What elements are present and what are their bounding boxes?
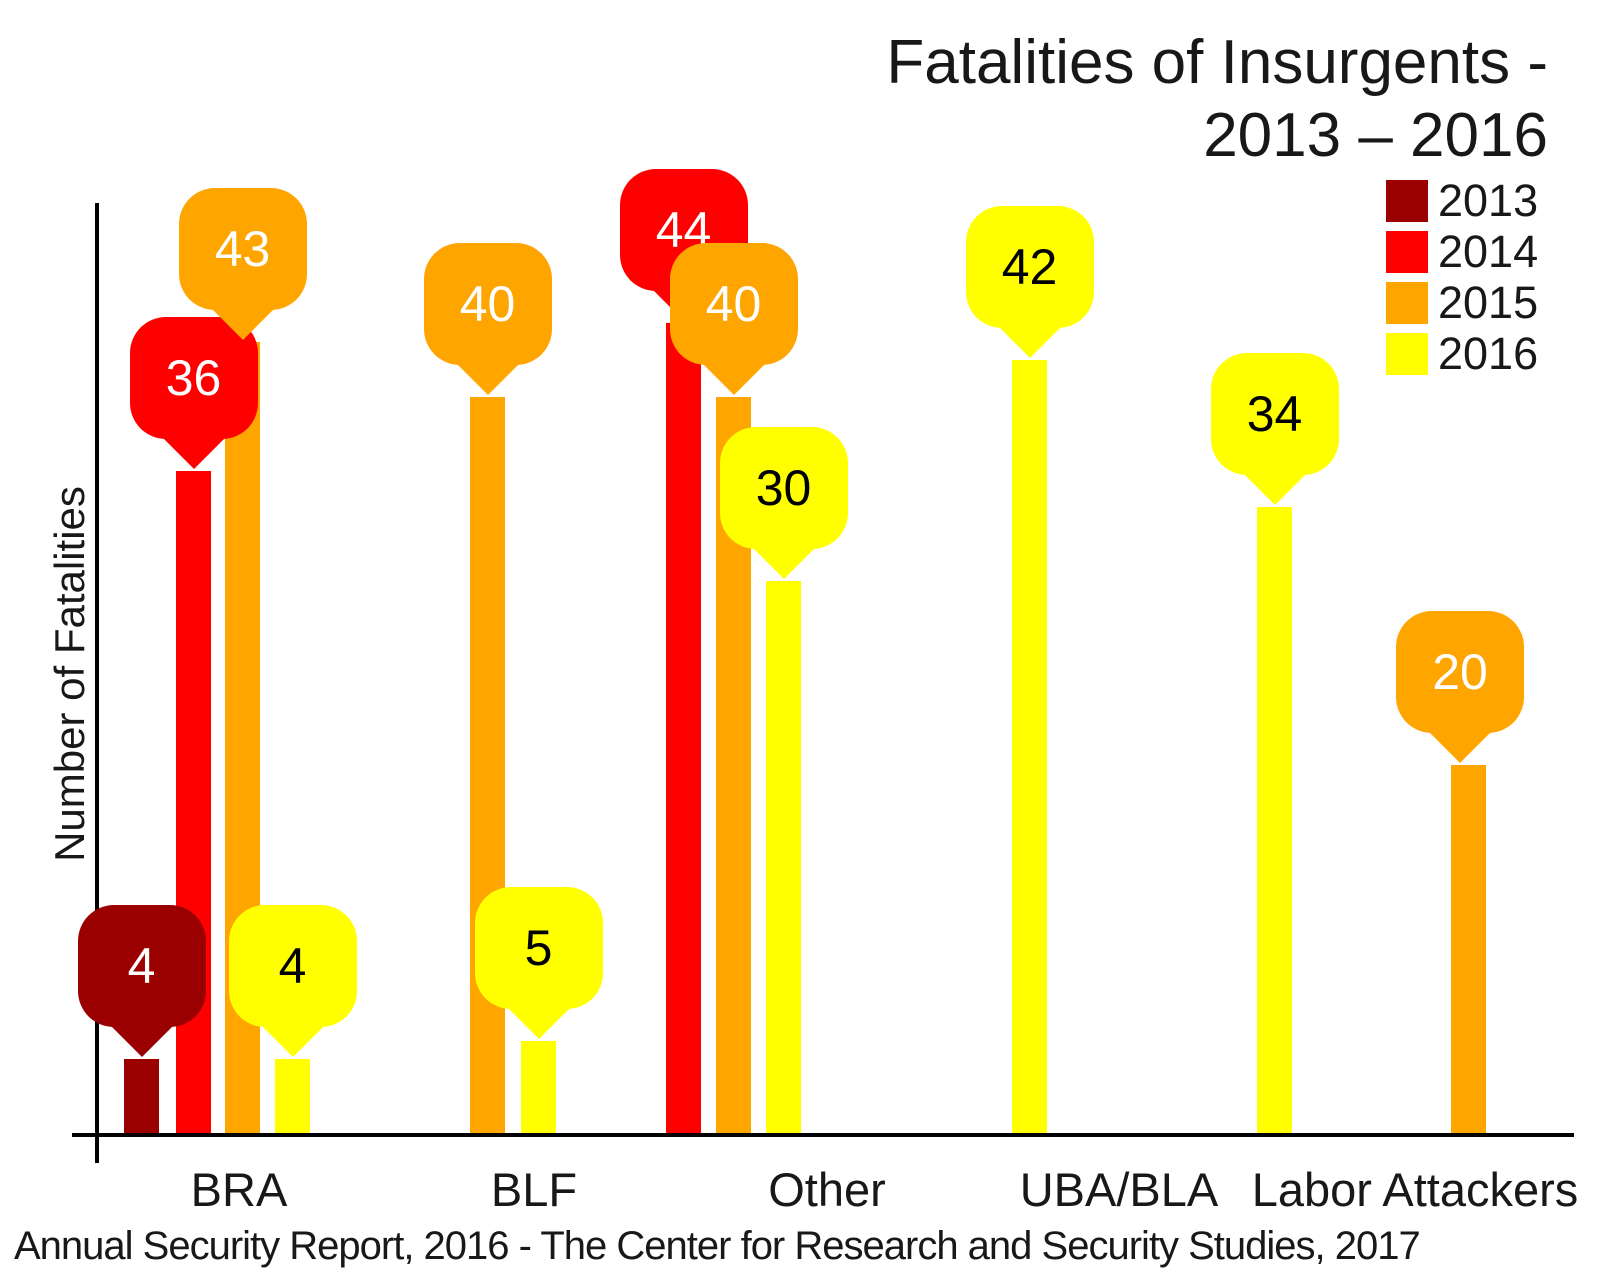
source-caption: Annual Security Report, 2016 - The Cente… (14, 1224, 1421, 1268)
bar-labor-attackers-2016 (1257, 507, 1292, 1133)
data-label-value: 42 (1001, 239, 1058, 295)
callout-tail (1428, 731, 1492, 763)
data-label-value: 36 (165, 350, 222, 406)
x-axis-line (72, 1133, 1574, 1137)
callout-tail (701, 363, 766, 395)
bar-bra-2013 (124, 1059, 159, 1133)
data-label-value: 40 (705, 276, 762, 332)
bar-blf-2015 (470, 397, 505, 1133)
data-label-callout-bra-2015: 43 (178, 188, 307, 340)
legend-swatch-2016 (1386, 333, 1428, 375)
legend-item-2015: 2015 (1386, 277, 1539, 328)
legend: 2013 2014 2015 2016 (1386, 175, 1539, 384)
callout-tail (260, 1025, 325, 1057)
legend-label: 2015 (1438, 277, 1539, 328)
data-label-callout-uba-bla-2016: 42 (965, 206, 1094, 358)
data-label-value: 5 (524, 920, 553, 976)
legend-swatch-2015 (1386, 282, 1428, 324)
x-tick-label-uba-bla: UBA/BLA (1019, 1163, 1219, 1216)
callout-tail (506, 1007, 571, 1039)
data-label-callout-labor-attackers-2016: 34 (1210, 353, 1339, 505)
chart-title: Fatalities of Insurgents - 2013 – 2016 (886, 26, 1548, 172)
data-label-callout-other-2016: 30 (719, 427, 848, 579)
data-label-callout-blf-2016: 5 (474, 887, 603, 1039)
callout-tail (997, 326, 1062, 358)
legend-item-2013: 2013 (1386, 175, 1539, 226)
chart-title-line2: 2013 – 2016 (1203, 101, 1548, 170)
data-label-value: 4 (127, 938, 156, 994)
data-label-callout-bra-2016: 4 (228, 905, 357, 1057)
callout-tail (751, 547, 816, 579)
legend-label: 2014 (1438, 226, 1539, 277)
bar-labor-attackers-2015 (1451, 765, 1486, 1133)
x-tick-label-labor-attackers: Labor Attackers (1251, 1163, 1579, 1216)
data-label-value: 30 (755, 460, 812, 516)
callout-tail (1242, 473, 1307, 505)
bar-uba-bla-2016 (1012, 360, 1047, 1133)
callout-tail (455, 363, 520, 395)
data-label-callout-blf-2015: 40 (423, 243, 552, 395)
bar-other-2014 (666, 323, 701, 1133)
data-label-value: 4 (278, 938, 307, 994)
legend-label: 2016 (1438, 328, 1539, 379)
x-tick-label-bra: BRA (190, 1163, 288, 1216)
x-tick-label-other: Other (768, 1163, 886, 1216)
data-label-callout-labor-attackers-2015: 20 (1396, 611, 1524, 763)
callout-tail (109, 1025, 174, 1057)
callout-tail (210, 308, 275, 340)
bar-other-2016 (766, 581, 801, 1133)
legend-swatch-2014 (1386, 231, 1428, 273)
legend-item-2014: 2014 (1386, 226, 1539, 277)
y-axis-line (95, 203, 99, 1163)
chart-title-line1: Fatalities of Insurgents - (886, 28, 1548, 97)
x-tick-label-blf: BLF (490, 1163, 578, 1216)
data-label-value: 34 (1246, 386, 1303, 442)
legend-swatch-2013 (1386, 180, 1428, 222)
bar-blf-2016 (521, 1041, 556, 1133)
data-label-value: 40 (459, 276, 516, 332)
data-label-value: 20 (1432, 644, 1488, 700)
bar-bra-2016 (275, 1059, 310, 1133)
legend-item-2016: 2016 (1386, 328, 1539, 379)
callout-tail (161, 437, 226, 469)
legend-label: 2013 (1438, 175, 1539, 226)
data-label-callout-other-2015: 40 (669, 243, 798, 395)
data-label-value: 43 (214, 221, 271, 277)
data-label-callout-bra-2013: 4 (77, 905, 206, 1057)
